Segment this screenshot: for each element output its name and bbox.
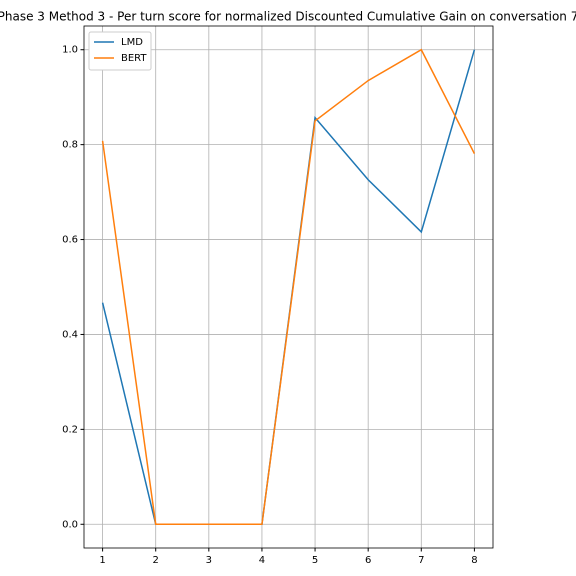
y-tick-label: 0.6: [62, 235, 78, 246]
legend-label: BERT: [121, 53, 147, 64]
x-tick-label: 1: [99, 555, 105, 566]
y-tick-label: 0.8: [62, 140, 78, 151]
x-tick-label: 2: [153, 555, 159, 566]
x-tick-label: 3: [206, 555, 212, 566]
y-tick-label: 0.0: [62, 519, 78, 530]
axes-frame: [83, 25, 494, 549]
x-tick-label: 4: [259, 555, 265, 566]
x-tick-label: 5: [312, 555, 318, 566]
legend: LMD BERT: [88, 31, 152, 71]
x-tick-label: 6: [365, 555, 371, 566]
x-tick-label: 8: [471, 555, 477, 566]
y-tick-label: 0.2: [62, 424, 78, 435]
y-tick-label: 0.4: [62, 329, 78, 340]
y-tick-label: 1.0: [62, 45, 78, 56]
chart-title: Phase 3 Method 3 - Per turn score for no…: [0, 10, 576, 24]
series-line: [101, 48, 476, 526]
x-tick-label: 7: [418, 555, 424, 566]
legend-label: LMD: [121, 37, 143, 48]
